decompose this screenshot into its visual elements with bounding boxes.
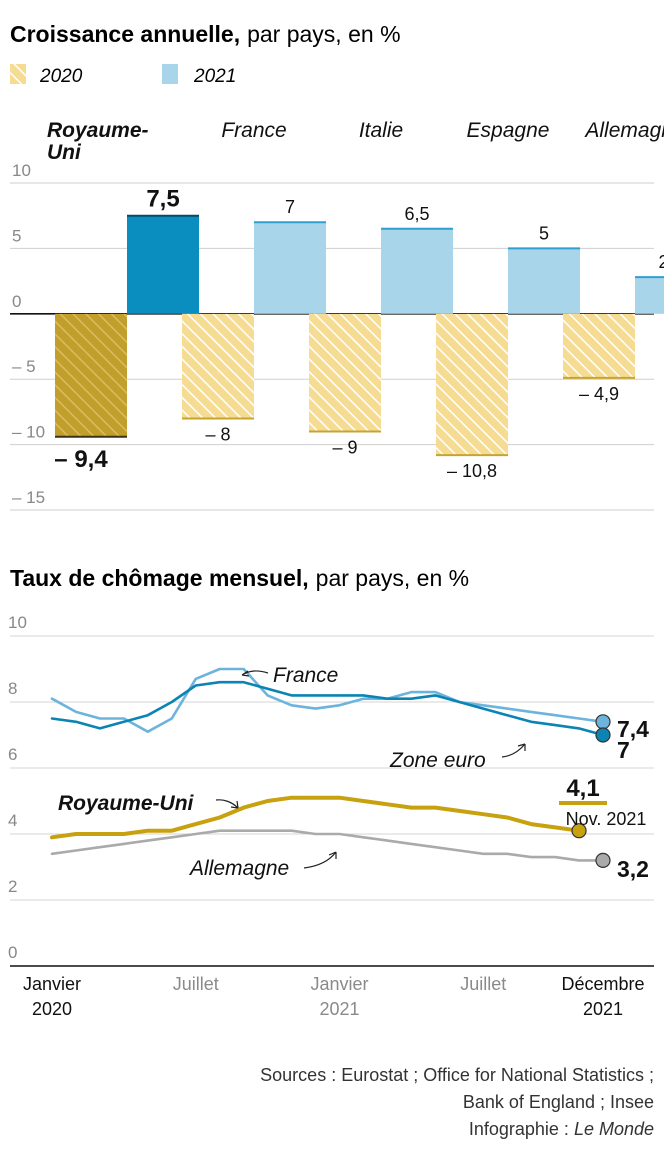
end-label-royaume-uni: 4,1 bbox=[566, 775, 599, 802]
chart2-y-tick-label: 2 bbox=[8, 877, 17, 896]
credit-line: Infographie : Le Monde bbox=[94, 1116, 654, 1143]
end-label-allemagne: 3,2 bbox=[617, 856, 649, 882]
chart2-x-axis: Janvier 2020 Juillet Janvier 2021 Juillet Déce… bbox=[23, 974, 645, 1019]
arrow-zone-euro bbox=[501, 743, 526, 758]
bar-2021-royaume-uni bbox=[127, 215, 199, 314]
end-dot-royaume-uni bbox=[571, 823, 587, 839]
line-royaume-uni bbox=[50, 795, 581, 840]
line-allemagne bbox=[50, 829, 605, 862]
chart1-y-tick-label: 10 bbox=[12, 161, 31, 180]
chart2-title-main: Taux de chômage mensuel, bbox=[10, 565, 309, 591]
chart1-category-labels: Royaume-Uni France Italie Espagne Allemagne bbox=[47, 119, 664, 164]
data-label-2021-allemagne: 2,8 bbox=[658, 252, 664, 272]
chart1-title-main: Croissance annuelle, bbox=[10, 21, 240, 47]
x-tick-label: Janvier bbox=[310, 974, 368, 994]
chart2-y-axis: 0 2 4 6 8 10 bbox=[8, 613, 27, 962]
chart1-subtitle: par pays, en % bbox=[247, 21, 400, 47]
chart1-y-tick-label: – 5 bbox=[12, 357, 36, 376]
unemployment-line-chart: Taux de chômage mensuel, par pays, en % 0… bbox=[8, 565, 654, 1019]
data-label-2020-allemagne: – 4,9 bbox=[579, 384, 619, 404]
chart2-y-tick-label: 6 bbox=[8, 745, 17, 764]
category-label-espagne: Espagne bbox=[467, 119, 550, 142]
chart2-subtitle: par pays, en % bbox=[316, 565, 469, 591]
data-label-2021-espagne: 5 bbox=[539, 223, 549, 243]
arrow-allemagne bbox=[303, 851, 337, 869]
bar-2020-espagne bbox=[436, 313, 508, 456]
chart2-lines bbox=[50, 667, 611, 868]
data-label-2020-royaume-uni: – 9,4 bbox=[54, 446, 108, 473]
chart2-annotations: France Zone euro Royaume-Uni Allemagne 7,474… bbox=[58, 664, 649, 882]
chart1-title: Croissance annuelle, par pays, en % bbox=[10, 21, 401, 47]
chart1-bars bbox=[55, 214, 664, 457]
data-label-2021-royaume-uni: 7,5 bbox=[146, 186, 179, 213]
line-zone-euro bbox=[50, 680, 605, 737]
end-note-royaume-uni: Nov. 2021 bbox=[566, 809, 647, 829]
bar-2020-italie bbox=[309, 313, 381, 432]
sources-line-1: Sources : Eurostat ; Office for National… bbox=[260, 1065, 654, 1085]
arrow-france bbox=[241, 670, 269, 677]
x-tick-label: Décembre bbox=[561, 974, 644, 994]
x-tick-label-year: 2020 bbox=[32, 999, 72, 1019]
growth-bar-chart: Croissance annuelle, par pays, en % 2020 … bbox=[10, 21, 664, 511]
x-tick-label: Juillet bbox=[173, 974, 219, 994]
end-label-zone-euro: 7 bbox=[617, 737, 630, 763]
bar-2021-france bbox=[254, 222, 326, 314]
chart1-y-tick-label: 5 bbox=[12, 226, 21, 245]
category-label-royaume-uni: Royaume-Uni bbox=[47, 119, 149, 164]
legend-swatch-2020 bbox=[10, 64, 26, 84]
series-label-royaume-uni: Royaume-Uni bbox=[58, 792, 195, 815]
chart2-y-tick-label: 10 bbox=[8, 613, 27, 632]
category-label-italie: Italie bbox=[359, 119, 403, 142]
series-label-zone-euro: Zone euro bbox=[389, 749, 486, 772]
bar-2020-royaume-uni bbox=[55, 313, 127, 437]
data-label-2020-france: – 8 bbox=[205, 424, 230, 444]
category-label-allemagne: Allemagne bbox=[583, 119, 664, 142]
series-label-allemagne: Allemagne bbox=[188, 857, 289, 880]
data-label-2020-italie: – 9 bbox=[332, 438, 357, 458]
x-tick-label-year: 2021 bbox=[583, 999, 623, 1019]
chart2-y-tick-label: 0 bbox=[8, 943, 17, 962]
chart2-y-tick-label: 4 bbox=[8, 811, 17, 830]
end-dot-zone-euro bbox=[595, 727, 611, 743]
sources-line-2: Bank of England ; Insee bbox=[462, 1092, 654, 1112]
bar-2021-allemagne bbox=[635, 277, 664, 314]
bar-2021-italie bbox=[381, 228, 453, 314]
data-label-2021-france: 7 bbox=[285, 197, 295, 217]
legend-label-2021: 2021 bbox=[193, 66, 236, 87]
x-tick-label-year: 2021 bbox=[319, 999, 359, 1019]
line-france bbox=[50, 667, 605, 733]
chart1-y-tick-label: 0 bbox=[12, 292, 21, 311]
chart1-data-labels: 7,5 – 9,4 7 – 8 6,5 – 9 5 – 10,8 2,8 – 4,9 bbox=[54, 186, 664, 481]
arrow-royaume-uni bbox=[215, 799, 239, 809]
chart2-y-tick-label: 8 bbox=[8, 679, 17, 698]
end-label-france: 7,4 bbox=[617, 716, 649, 742]
sources-note: Sources : Eurostat ; Office for National… bbox=[94, 1062, 654, 1143]
bar-2021-espagne bbox=[508, 248, 580, 314]
legend-label-2020: 2020 bbox=[39, 66, 83, 87]
bar-2020-france bbox=[182, 313, 254, 419]
chart1-y-tick-label: – 10 bbox=[12, 423, 45, 442]
x-tick-label: Janvier bbox=[23, 974, 81, 994]
credit-name: Le Monde bbox=[573, 1119, 654, 1139]
data-label-2021-italie: 6,5 bbox=[404, 204, 429, 224]
chart1-y-axis: 10 5 0 – 5 – 10 – 15 bbox=[12, 161, 45, 507]
credit-prefix: Infographie : bbox=[468, 1119, 574, 1139]
end-dot-allemagne bbox=[595, 852, 611, 868]
chart2-title: Taux de chômage mensuel, par pays, en % bbox=[10, 565, 469, 591]
end-dot-france bbox=[595, 714, 611, 730]
chart1-legend: 2020 2021 bbox=[10, 64, 236, 87]
legend-swatch-2021 bbox=[162, 64, 178, 84]
category-label-france: France bbox=[221, 119, 286, 142]
data-label-2020-espagne: – 10,8 bbox=[447, 461, 497, 481]
series-label-france: France bbox=[273, 664, 338, 687]
bar-2020-allemagne bbox=[563, 313, 635, 378]
x-tick-label: Juillet bbox=[460, 974, 506, 994]
chart1-y-tick-label: – 15 bbox=[12, 488, 45, 507]
